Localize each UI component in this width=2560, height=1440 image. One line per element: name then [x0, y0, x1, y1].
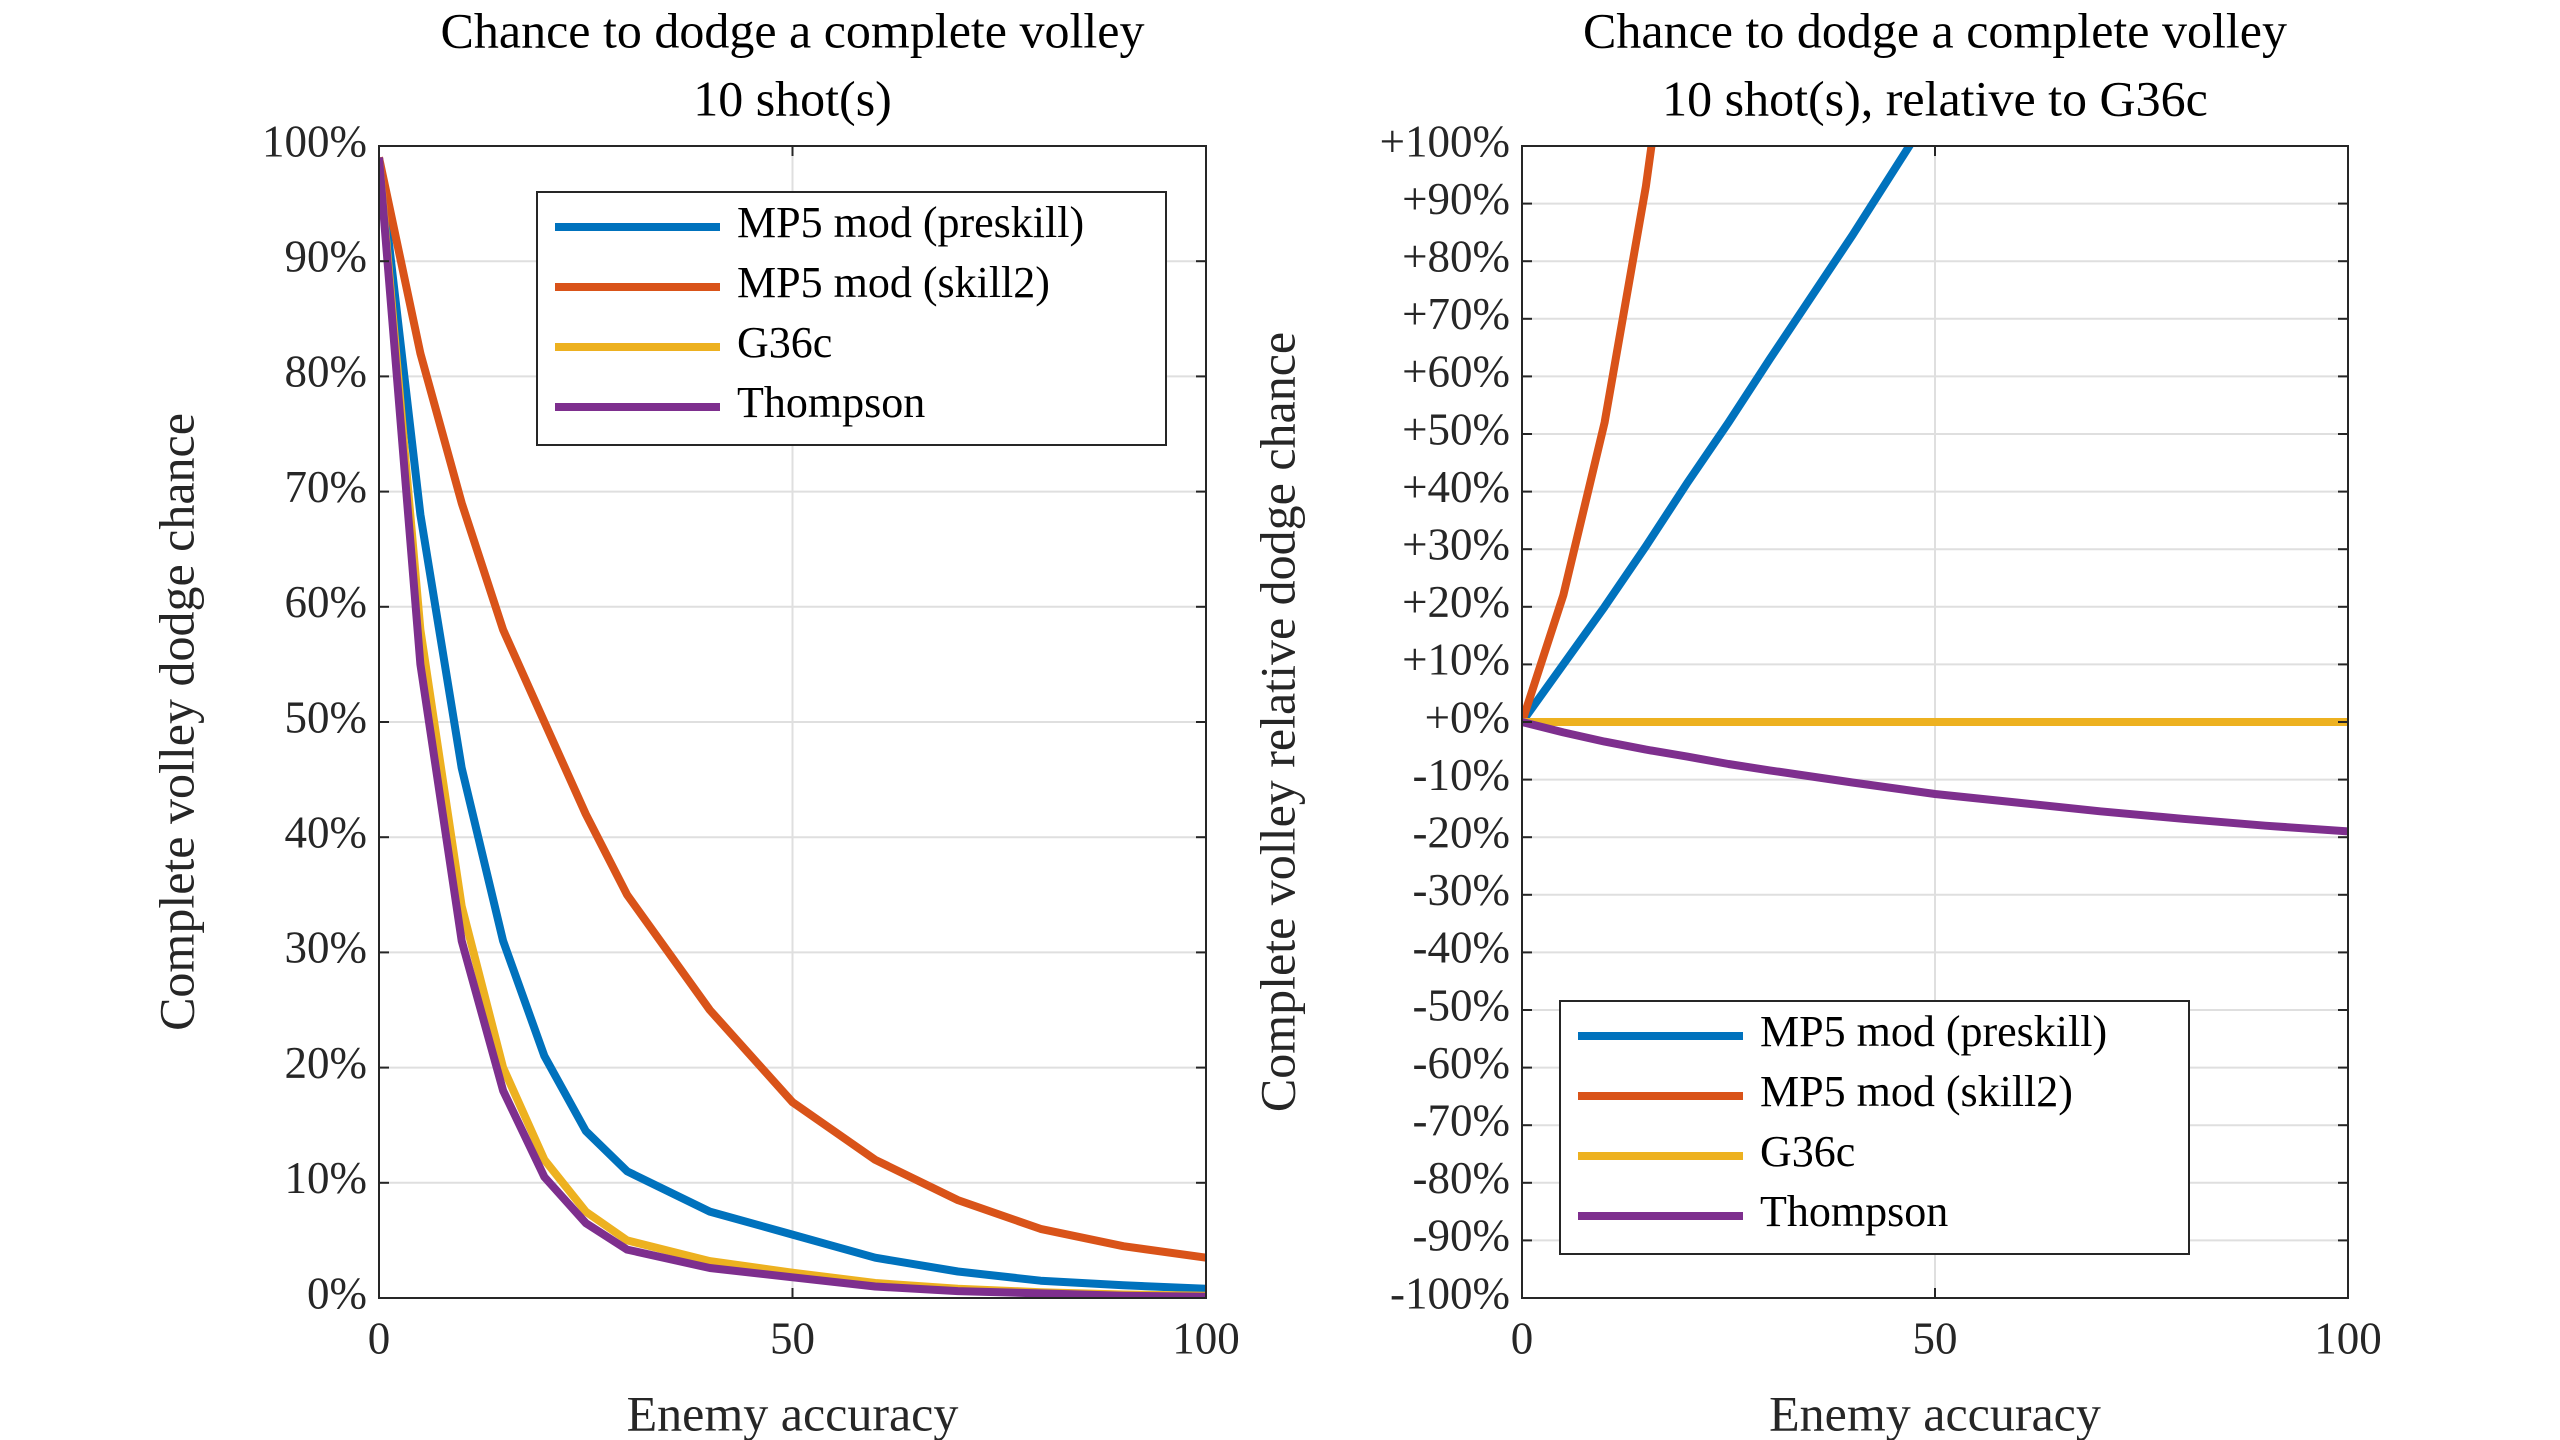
y-axis-label: Complete volley relative dodge chance [1249, 332, 1305, 1112]
y-tick-label: +80% [1402, 232, 1510, 282]
x-axis-label: Enemy accuracy [627, 1385, 959, 1440]
y-tick-label: +40% [1402, 462, 1510, 512]
chart-title: Chance to dodge a complete volley [441, 2, 1145, 58]
y-tick-label: 20% [285, 1038, 368, 1088]
y-tick-label: 30% [285, 923, 368, 973]
legend-label: MP5 mod (preskill) [737, 198, 1084, 247]
y-tick-label: -80% [1413, 1153, 1510, 1203]
y-tick-label: +50% [1402, 404, 1510, 454]
y-tick-label: -70% [1413, 1096, 1510, 1146]
legend: MP5 mod (preskill) MP5 mod (skill2) G36c Th… [536, 191, 1167, 446]
x-tick-label: 0 [1511, 1313, 1534, 1363]
series-line [379, 157, 1206, 1298]
chart-subtitle: 10 shot(s), relative to G36c [1662, 70, 2208, 126]
y-tick-label: 10% [285, 1153, 368, 1203]
y-tick-label: 70% [285, 462, 368, 512]
series-line [1522, 146, 1656, 724]
y-tick-label: -100% [1390, 1268, 1510, 1318]
legend-label: Thompson [1760, 1187, 1948, 1236]
y-tick-label: +0% [1425, 692, 1510, 742]
y-tick-label: -90% [1413, 1211, 1510, 1261]
legend-label: G36c [1760, 1127, 1855, 1176]
y-tick-label: -10% [1413, 750, 1510, 800]
legend-label: MP5 mod (preskill) [1760, 1007, 2107, 1056]
series-line [379, 157, 1206, 1293]
series-lines [379, 156, 1206, 1298]
y-axis-label: Complete volley dodge chance [148, 413, 204, 1031]
y-tick-label: +100% [1380, 116, 1510, 166]
series-line [379, 156, 1206, 1262]
y-tick-label: +70% [1402, 289, 1510, 339]
legend-label: MP5 mod (skill2) [737, 258, 1050, 307]
y-tick-label: 60% [285, 577, 368, 627]
chart: -100% -90% -80% -70% -60% -50% -40% -30% -20% -10… [1249, 2, 2382, 1440]
y-tick-label: -50% [1413, 980, 1510, 1030]
legend-label: G36c [737, 318, 832, 367]
y-tick-label: 100% [262, 116, 367, 166]
x-tick-label: 50 [1913, 1313, 1958, 1363]
legend: MP5 mod (preskill) MP5 mod (skill2) G36c Th… [1559, 1000, 2190, 1255]
legend-label: Thompson [737, 378, 925, 427]
y-tick-label: +10% [1402, 635, 1510, 685]
series-lines [1522, 146, 2348, 836]
x-tick-label: 100 [2314, 1313, 2382, 1363]
y-tick-label: -30% [1413, 865, 1510, 915]
y-tick-label: 80% [285, 347, 368, 397]
x-tick-label: 100 [1172, 1313, 1240, 1363]
y-tick-label: 50% [285, 692, 368, 742]
chart-subtitle: 10 shot(s) [693, 70, 892, 126]
y-tick-label: +90% [1402, 174, 1510, 224]
y-tick-label: -60% [1413, 1038, 1510, 1088]
legend-box [536, 191, 1167, 446]
legend-box [1559, 1000, 2190, 1255]
chart: 0% 10% 20% 30% 40% 50% 60% 70% 80% 90% 100% 0 50 100 C… [148, 2, 1239, 1440]
series-line [1522, 146, 1915, 725]
y-tick-label: -20% [1413, 808, 1510, 858]
y-tick-label: +20% [1402, 577, 1510, 627]
y-tick-label: 90% [285, 232, 368, 282]
y-tick-label: 40% [285, 808, 368, 858]
y-tick-label: 0% [307, 1268, 367, 1318]
x-tick-label: 0 [368, 1313, 391, 1363]
y-tick-label: +30% [1402, 520, 1510, 570]
y-tick-label: -40% [1413, 923, 1510, 973]
y-tick-label: +60% [1402, 347, 1510, 397]
series-line [1522, 718, 2348, 836]
x-tick-label: 50 [770, 1313, 815, 1363]
chart-title: Chance to dodge a complete volley [1583, 2, 2287, 58]
x-axis-label: Enemy accuracy [1769, 1385, 2101, 1440]
legend-label: MP5 mod (skill2) [1760, 1067, 2073, 1116]
